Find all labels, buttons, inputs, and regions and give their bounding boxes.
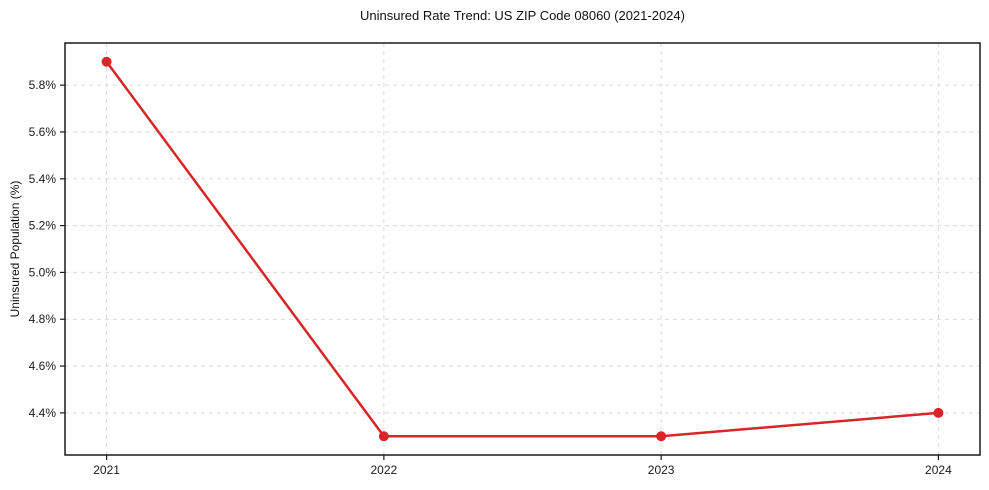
x-tick-label: 2021 <box>93 463 120 477</box>
y-tick-label: 5.4% <box>29 172 57 186</box>
y-tick-label: 4.4% <box>29 406 57 420</box>
plot-border <box>64 42 981 456</box>
y-tick-label: 5.0% <box>29 265 57 279</box>
y-tick-label: 4.6% <box>29 359 57 373</box>
y-tick-label: 4.8% <box>29 312 57 326</box>
y-tick-label: 5.8% <box>29 78 57 92</box>
trend-line <box>105 60 940 438</box>
y-tick-label: 5.2% <box>29 219 57 233</box>
data-point-2023 <box>656 431 667 442</box>
data-point-2024 <box>933 407 944 418</box>
x-tick-label: 2022 <box>371 463 398 477</box>
x-tick-label: 2024 <box>925 463 952 477</box>
y-tick-label: 5.6% <box>29 125 57 139</box>
chart-title: Uninsured Rate Trend: US ZIP Code 08060 … <box>360 8 685 23</box>
data-point-2022 <box>378 431 389 442</box>
data-point-2021 <box>101 56 112 67</box>
x-tick-label: 2023 <box>648 463 675 477</box>
